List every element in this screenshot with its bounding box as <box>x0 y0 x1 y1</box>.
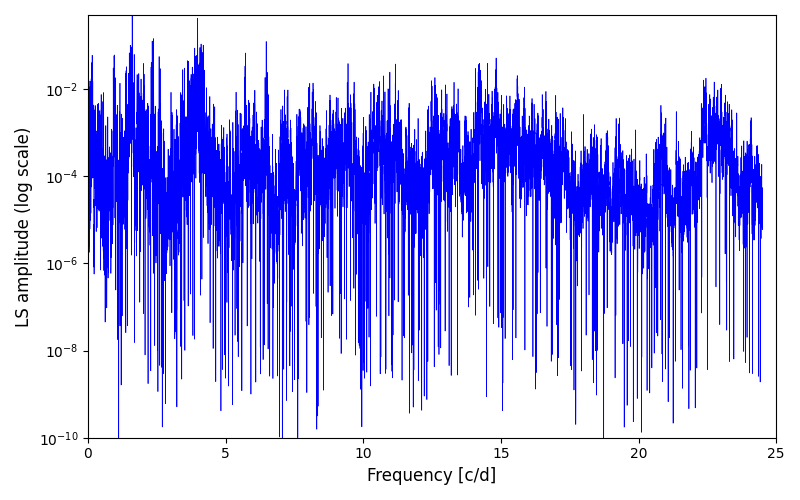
X-axis label: Frequency [c/d]: Frequency [c/d] <box>367 467 497 485</box>
Y-axis label: LS amplitude (log scale): LS amplitude (log scale) <box>15 126 33 326</box>
